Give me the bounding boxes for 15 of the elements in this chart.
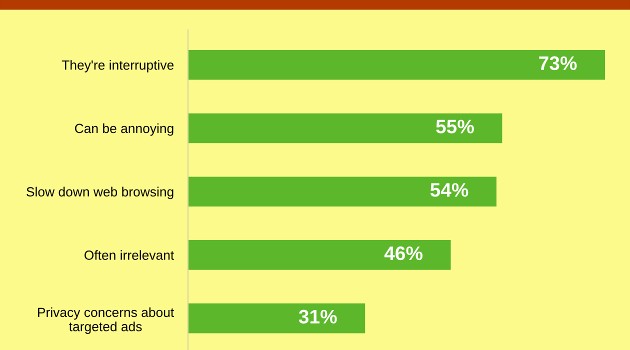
y-tick-label: Often irrelevant [84,250,174,260]
data-label: 54% [430,183,468,197]
data-label: 55% [436,120,474,134]
bar [188,240,451,270]
bar [188,50,605,80]
data-label: 46% [384,246,423,260]
y-tick-label: Slow down web browsing [26,186,174,200]
bar [188,176,496,206]
y-tick-label: They're interruptive [62,60,174,72]
bar [188,303,366,334]
y-tick-label: Privacy concerns about targeted ads [38,307,174,334]
data-label: 31% [298,310,337,324]
data-label: 73% [539,56,577,70]
y-tick-label: Can be annoying [75,123,174,136]
bar [188,113,502,144]
